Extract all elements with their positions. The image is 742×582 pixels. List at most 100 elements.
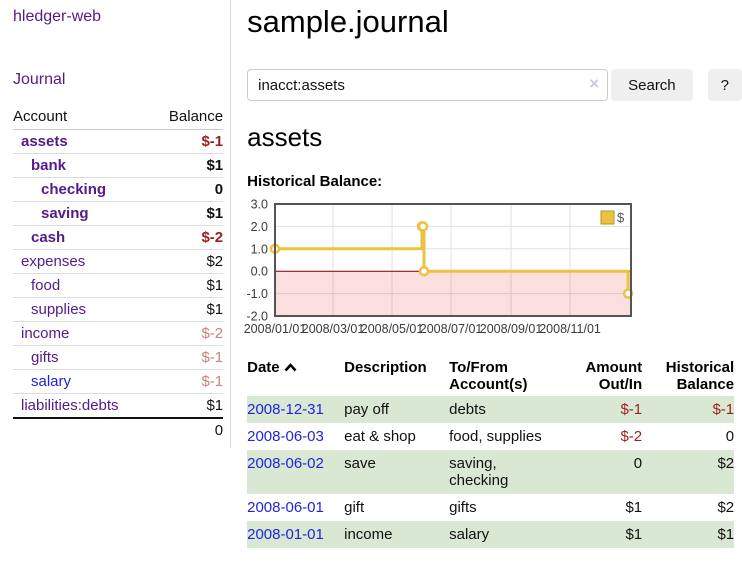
register-header-row: Date Description To/From Account(s) Amou… bbox=[247, 357, 734, 396]
transaction-amount: 0 bbox=[633, 455, 643, 472]
transaction-amount: $1 bbox=[625, 499, 643, 516]
account-balance: $-1 bbox=[201, 373, 224, 390]
account-row: expenses $2 bbox=[13, 249, 224, 274]
transaction-accounts: gifts bbox=[449, 499, 477, 516]
transaction-date-link[interactable]: 2008-06-03 bbox=[247, 428, 324, 445]
account-row: food $1 bbox=[13, 273, 224, 298]
account-link[interactable]: checking bbox=[41, 181, 107, 198]
account-row: cash $-2 bbox=[13, 225, 224, 250]
transaction-description: income bbox=[344, 526, 393, 543]
account-row: checking 0 bbox=[13, 177, 224, 202]
app-title-link[interactable]: hledger-web bbox=[13, 8, 102, 25]
account-link[interactable]: supplies bbox=[31, 301, 87, 318]
transaction-balance: $2 bbox=[717, 455, 735, 472]
register-header-description: Description bbox=[344, 359, 427, 376]
transaction-date-link[interactable]: 2008-12-31 bbox=[247, 401, 324, 418]
account-balance: $1 bbox=[206, 277, 224, 294]
search-form: × Search ? bbox=[247, 69, 742, 101]
transaction-date-link[interactable]: 2008-06-01 bbox=[247, 499, 324, 516]
account-link[interactable]: cash bbox=[31, 229, 66, 246]
accounts-total-value: 0 bbox=[214, 422, 224, 439]
transaction-accounts: saving, checking bbox=[449, 455, 509, 489]
transaction-accounts: food, supplies bbox=[449, 428, 542, 445]
chart-title: Historical Balance: bbox=[247, 173, 383, 190]
transaction-row: 2008-06-02 save saving, checking 0 $2 bbox=[247, 450, 735, 494]
sort-ascending-icon bbox=[284, 359, 297, 376]
account-balance: $-2 bbox=[201, 325, 224, 342]
accounts-header-account: Account bbox=[13, 106, 152, 130]
accounts-table: Account Balance assets $-1 bank $1 checking 0… bbox=[13, 106, 224, 442]
svg-text:-2.0: -2.0 bbox=[247, 310, 269, 324]
register-table: Date Description To/From Account(s) Amou… bbox=[247, 357, 735, 548]
account-row: income $-2 bbox=[13, 321, 224, 346]
account-balance: $1 bbox=[206, 301, 224, 318]
transaction-balance: 0 bbox=[725, 428, 735, 445]
account-heading: assets bbox=[247, 122, 323, 152]
register-header-date[interactable]: Date bbox=[247, 357, 344, 396]
account-row: liabilities:debts $1 bbox=[13, 393, 224, 419]
help-button[interactable]: ? bbox=[707, 69, 742, 101]
account-row: gifts $-1 bbox=[13, 345, 224, 370]
transaction-row: 2008-12-31 pay off debts $-1 $-1 bbox=[247, 396, 735, 423]
historical-balance-chart: $3.0 2.0 1.0 0.0 -1.0 -2.0 2008/01/01 2008/03/0… bbox=[244, 198, 742, 341]
transaction-date-cell: 2008-12-31 bbox=[247, 396, 344, 423]
account-row: supplies $1 bbox=[13, 297, 224, 322]
transaction-description: gift bbox=[344, 499, 365, 516]
svg-text:2.0: 2.0 bbox=[251, 220, 268, 234]
chart-canvas: $3.0 2.0 1.0 0.0 -1.0 -2.02008/01/012008/03/0… bbox=[244, 198, 634, 336]
transaction-description: save bbox=[344, 455, 376, 472]
svg-text:2008/07/01: 2008/07/01 bbox=[420, 322, 483, 336]
search-button[interactable]: Search bbox=[611, 69, 693, 101]
app-window: hledger-web Journal Account Balance asse… bbox=[0, 0, 742, 548]
account-balance: $1 bbox=[206, 205, 224, 222]
transaction-date-cell: 2008-06-02 bbox=[247, 450, 344, 494]
account-link[interactable]: expenses bbox=[21, 253, 86, 270]
transaction-balance: $1 bbox=[717, 526, 735, 543]
account-link[interactable]: saving bbox=[41, 205, 89, 222]
account-link[interactable]: assets bbox=[21, 133, 68, 150]
account-balance: 0 bbox=[214, 181, 224, 198]
register-header-accounts: To/From Account(s) bbox=[449, 359, 528, 393]
main-content: sample.journal × Search ? assets Histori… bbox=[231, 0, 742, 548]
transaction-amount: $-1 bbox=[620, 401, 643, 418]
transaction-amount: $-2 bbox=[620, 428, 643, 445]
transaction-date-link[interactable]: 2008-06-02 bbox=[247, 455, 324, 472]
search-input[interactable] bbox=[247, 69, 609, 101]
account-balance: $1 bbox=[206, 157, 224, 174]
page-title: sample.journal bbox=[247, 4, 449, 39]
transaction-row: 2008-06-01 gift gifts $1 $2 bbox=[247, 494, 734, 521]
svg-text:-1.0: -1.0 bbox=[247, 287, 269, 301]
account-balance: $1 bbox=[206, 397, 224, 414]
svg-text:2008/09/01: 2008/09/01 bbox=[480, 322, 543, 336]
sidebar: hledger-web Journal Account Balance asse… bbox=[0, 0, 232, 448]
transaction-date-link[interactable]: 2008-01-01 bbox=[247, 526, 324, 543]
transaction-accounts: salary bbox=[449, 526, 490, 543]
svg-text:2008/03/01: 2008/03/01 bbox=[302, 322, 365, 336]
account-balance: $-1 bbox=[201, 133, 224, 150]
transaction-row: 2008-01-01 income salary $1 $1 bbox=[247, 521, 735, 548]
account-row: bank $1 bbox=[13, 153, 224, 178]
account-balance: $-2 bbox=[201, 229, 224, 246]
transaction-row: 2008-06-03 eat & shop food, supplies $-2 0 bbox=[247, 423, 734, 450]
register-table-body: 2008-12-31 pay off debts $-1 $-1 2008-06-03 ea… bbox=[247, 396, 735, 548]
register-header-amount: Amount Out/In bbox=[585, 359, 643, 393]
sidebar-item-journal[interactable]: Journal bbox=[13, 71, 66, 88]
accounts-total-spacer bbox=[13, 418, 152, 442]
account-link[interactable]: gifts bbox=[31, 349, 59, 366]
svg-text:3.0: 3.0 bbox=[251, 198, 268, 212]
transaction-date-cell: 2008-06-01 bbox=[247, 494, 344, 521]
account-link[interactable]: salary bbox=[31, 373, 72, 390]
account-link[interactable]: food bbox=[31, 277, 61, 294]
register-header-balance: Historical Balance bbox=[665, 359, 735, 393]
svg-text:0.0: 0.0 bbox=[251, 265, 268, 279]
account-link[interactable]: income bbox=[21, 325, 70, 342]
account-row: saving $1 bbox=[13, 201, 224, 226]
svg-text:$: $ bbox=[617, 210, 625, 225]
transaction-amount: $1 bbox=[625, 526, 643, 543]
transaction-date-cell: 2008-01-01 bbox=[247, 521, 344, 548]
account-link[interactable]: liabilities:debts bbox=[21, 397, 119, 414]
transaction-accounts: debts bbox=[449, 401, 486, 418]
clear-search-icon[interactable]: × bbox=[589, 74, 600, 93]
account-link[interactable]: bank bbox=[31, 157, 67, 174]
transaction-description: pay off bbox=[344, 401, 389, 418]
